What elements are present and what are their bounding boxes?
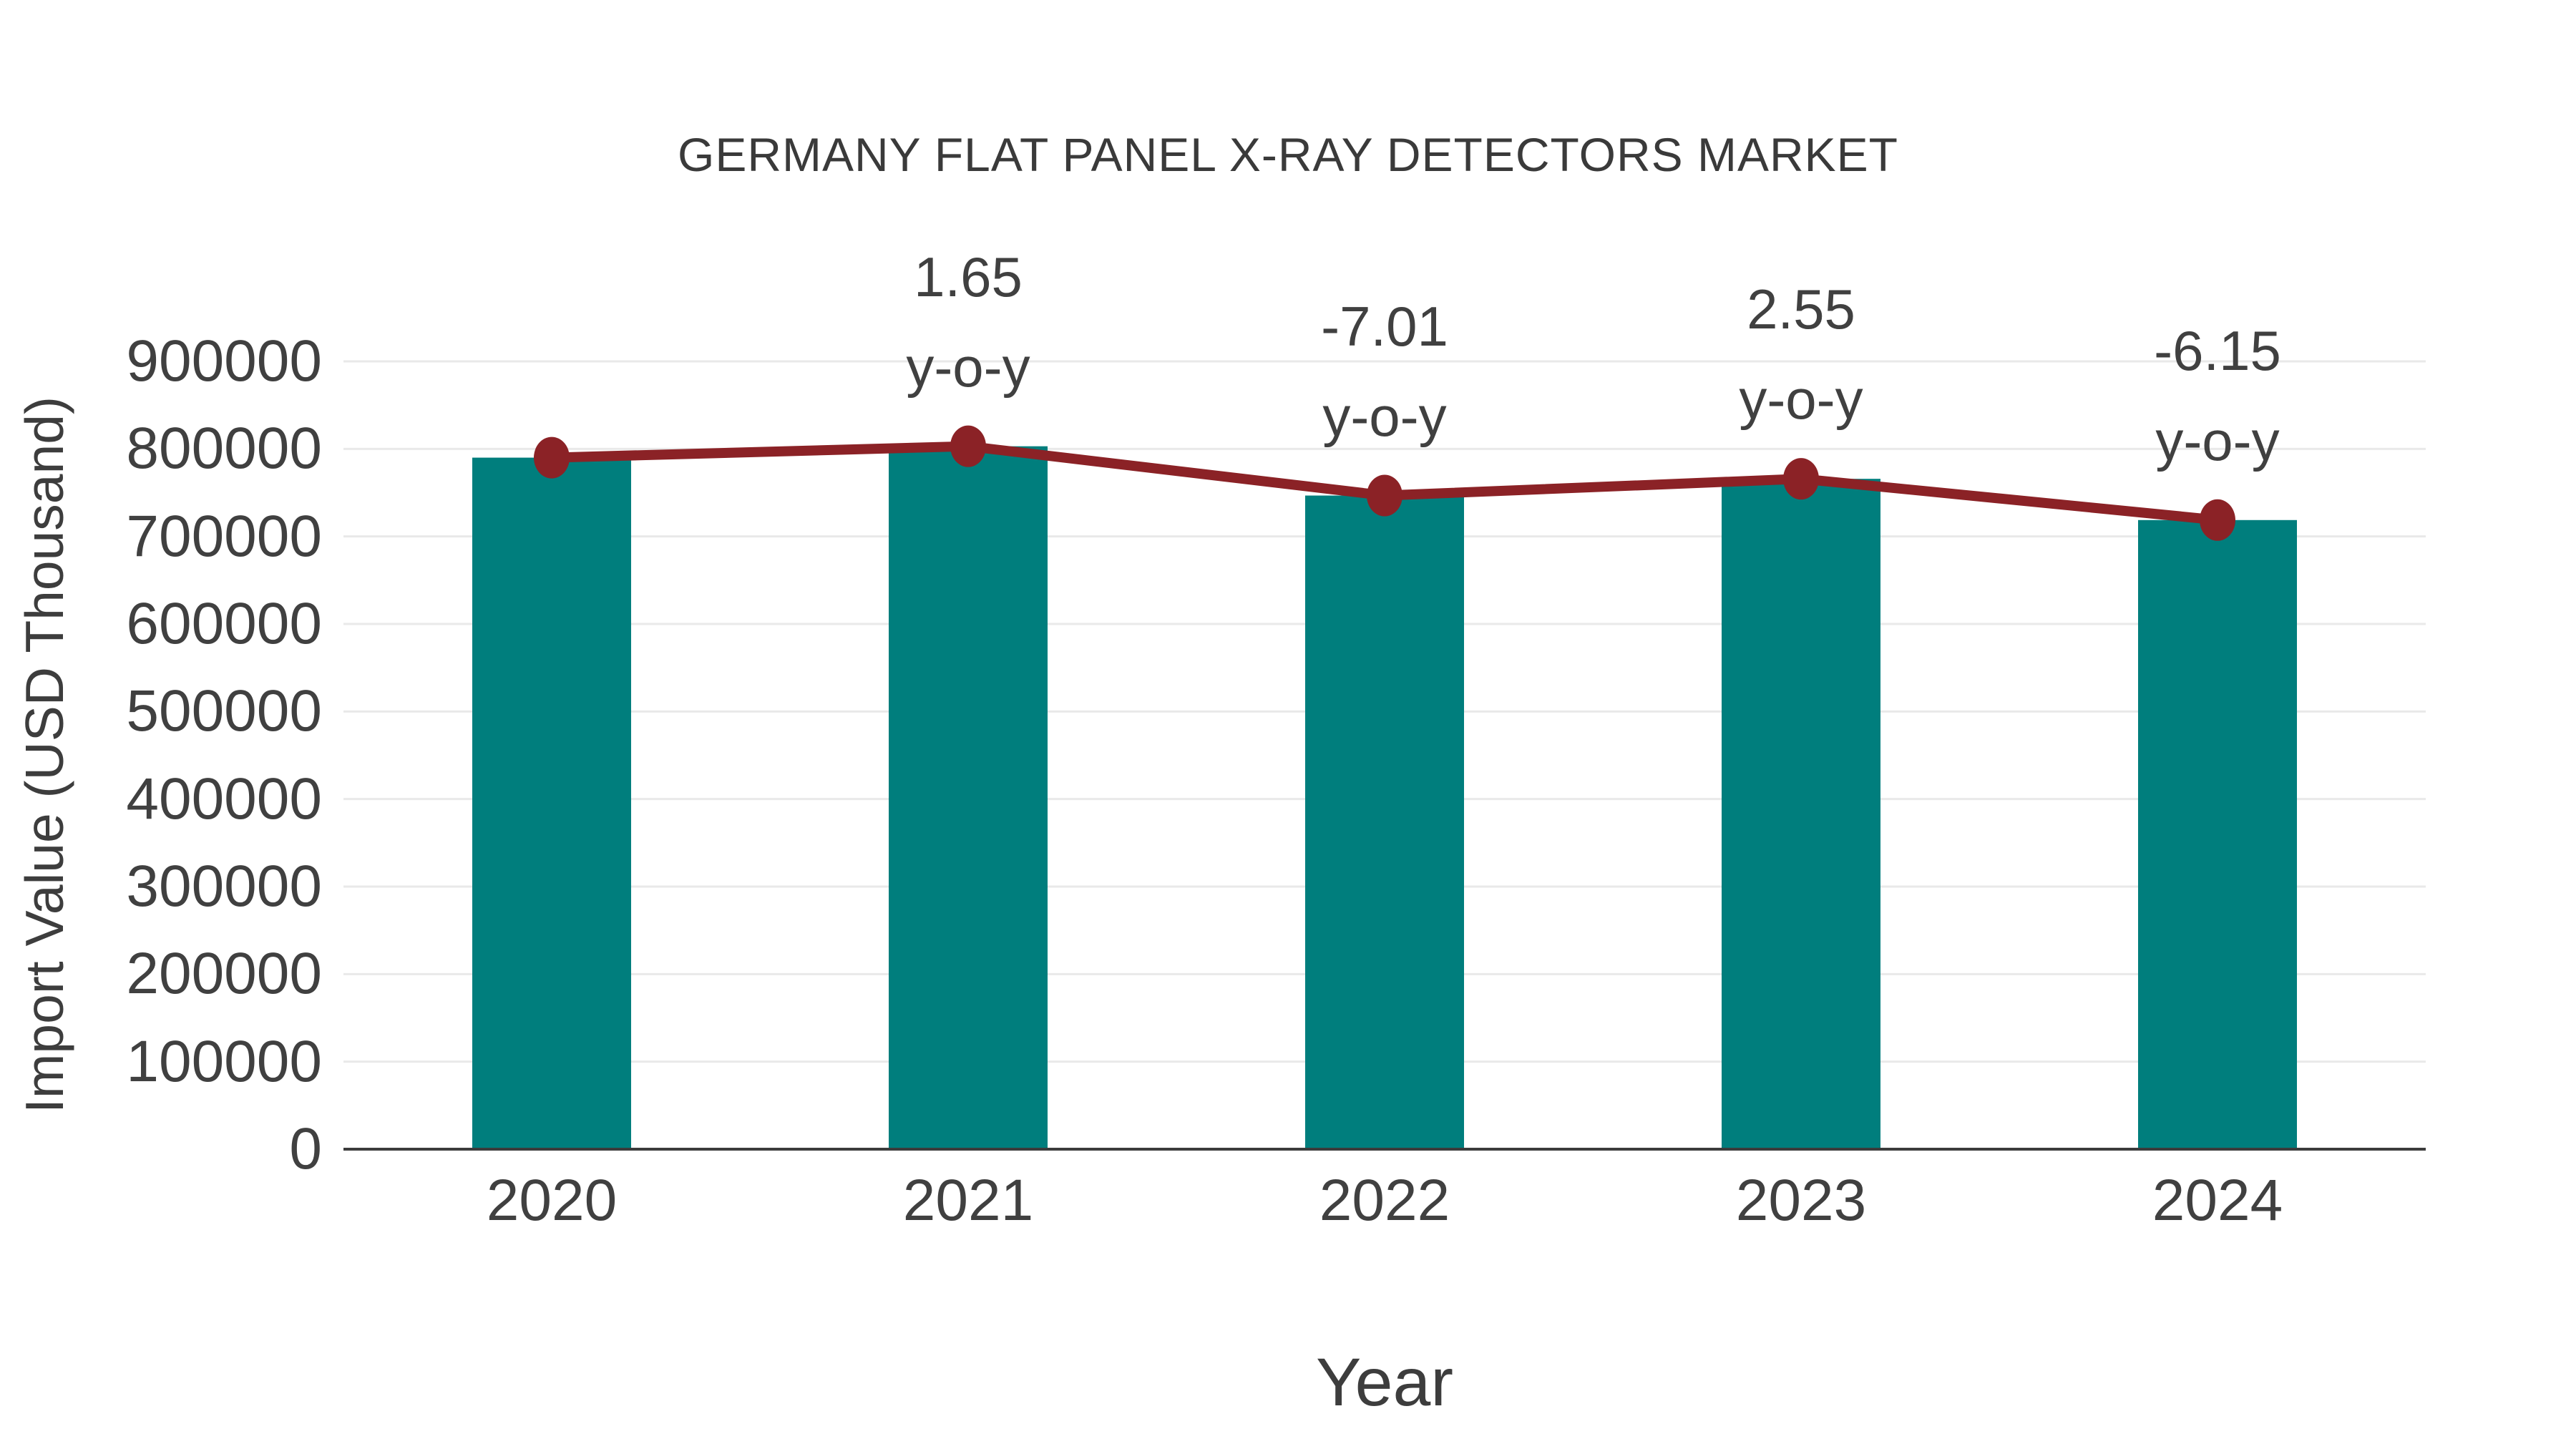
y-tick-label-900000: 900000 xyxy=(126,328,322,394)
chart-title: GERMANY FLAT PANEL X-RAY DETECTORS MARKE… xyxy=(677,128,1899,181)
x-axis-title: Year xyxy=(1316,1345,1453,1420)
marker-2021 xyxy=(950,425,986,467)
x-tick-label-2022: 2022 xyxy=(1319,1168,1450,1233)
annotation-2024: -6.15 y-o-y xyxy=(2154,318,2281,472)
annotation-2021: 1.65 y-o-y xyxy=(906,245,1030,399)
bar-2022 xyxy=(1305,495,1464,1149)
bar-2020 xyxy=(472,457,631,1149)
y-tick-label-300000: 300000 xyxy=(126,854,322,919)
annotation-2023: 2.55 y-o-y xyxy=(1739,278,1863,431)
y-tick-label-600000: 600000 xyxy=(126,591,322,656)
annotation-2022: -7.01 y-o-y xyxy=(1321,294,1448,448)
x-tick-label-2021: 2021 xyxy=(902,1168,1034,1233)
x-tick-label-2024: 2024 xyxy=(2152,1168,2283,1233)
y-tick-label-400000: 400000 xyxy=(126,766,322,831)
bar-2023 xyxy=(1722,479,1880,1149)
marker-2024 xyxy=(2200,499,2235,541)
y-tick-label-200000: 200000 xyxy=(126,941,322,1007)
y-tick-label-0: 0 xyxy=(289,1116,322,1181)
x-tick-label-2023: 2023 xyxy=(1735,1168,1867,1233)
x-tick-label-2020: 2020 xyxy=(486,1168,618,1233)
marker-2022 xyxy=(1367,474,1402,517)
y-tick-label-700000: 700000 xyxy=(126,503,322,569)
bar-2021 xyxy=(889,446,1048,1149)
y-tick-label-100000: 100000 xyxy=(126,1028,322,1094)
bar-2024 xyxy=(2138,519,2297,1149)
y-tick-label-500000: 500000 xyxy=(126,678,322,744)
marker-2020 xyxy=(534,436,570,479)
y-tick-label-800000: 800000 xyxy=(126,416,322,482)
marker-2023 xyxy=(1783,458,1819,500)
